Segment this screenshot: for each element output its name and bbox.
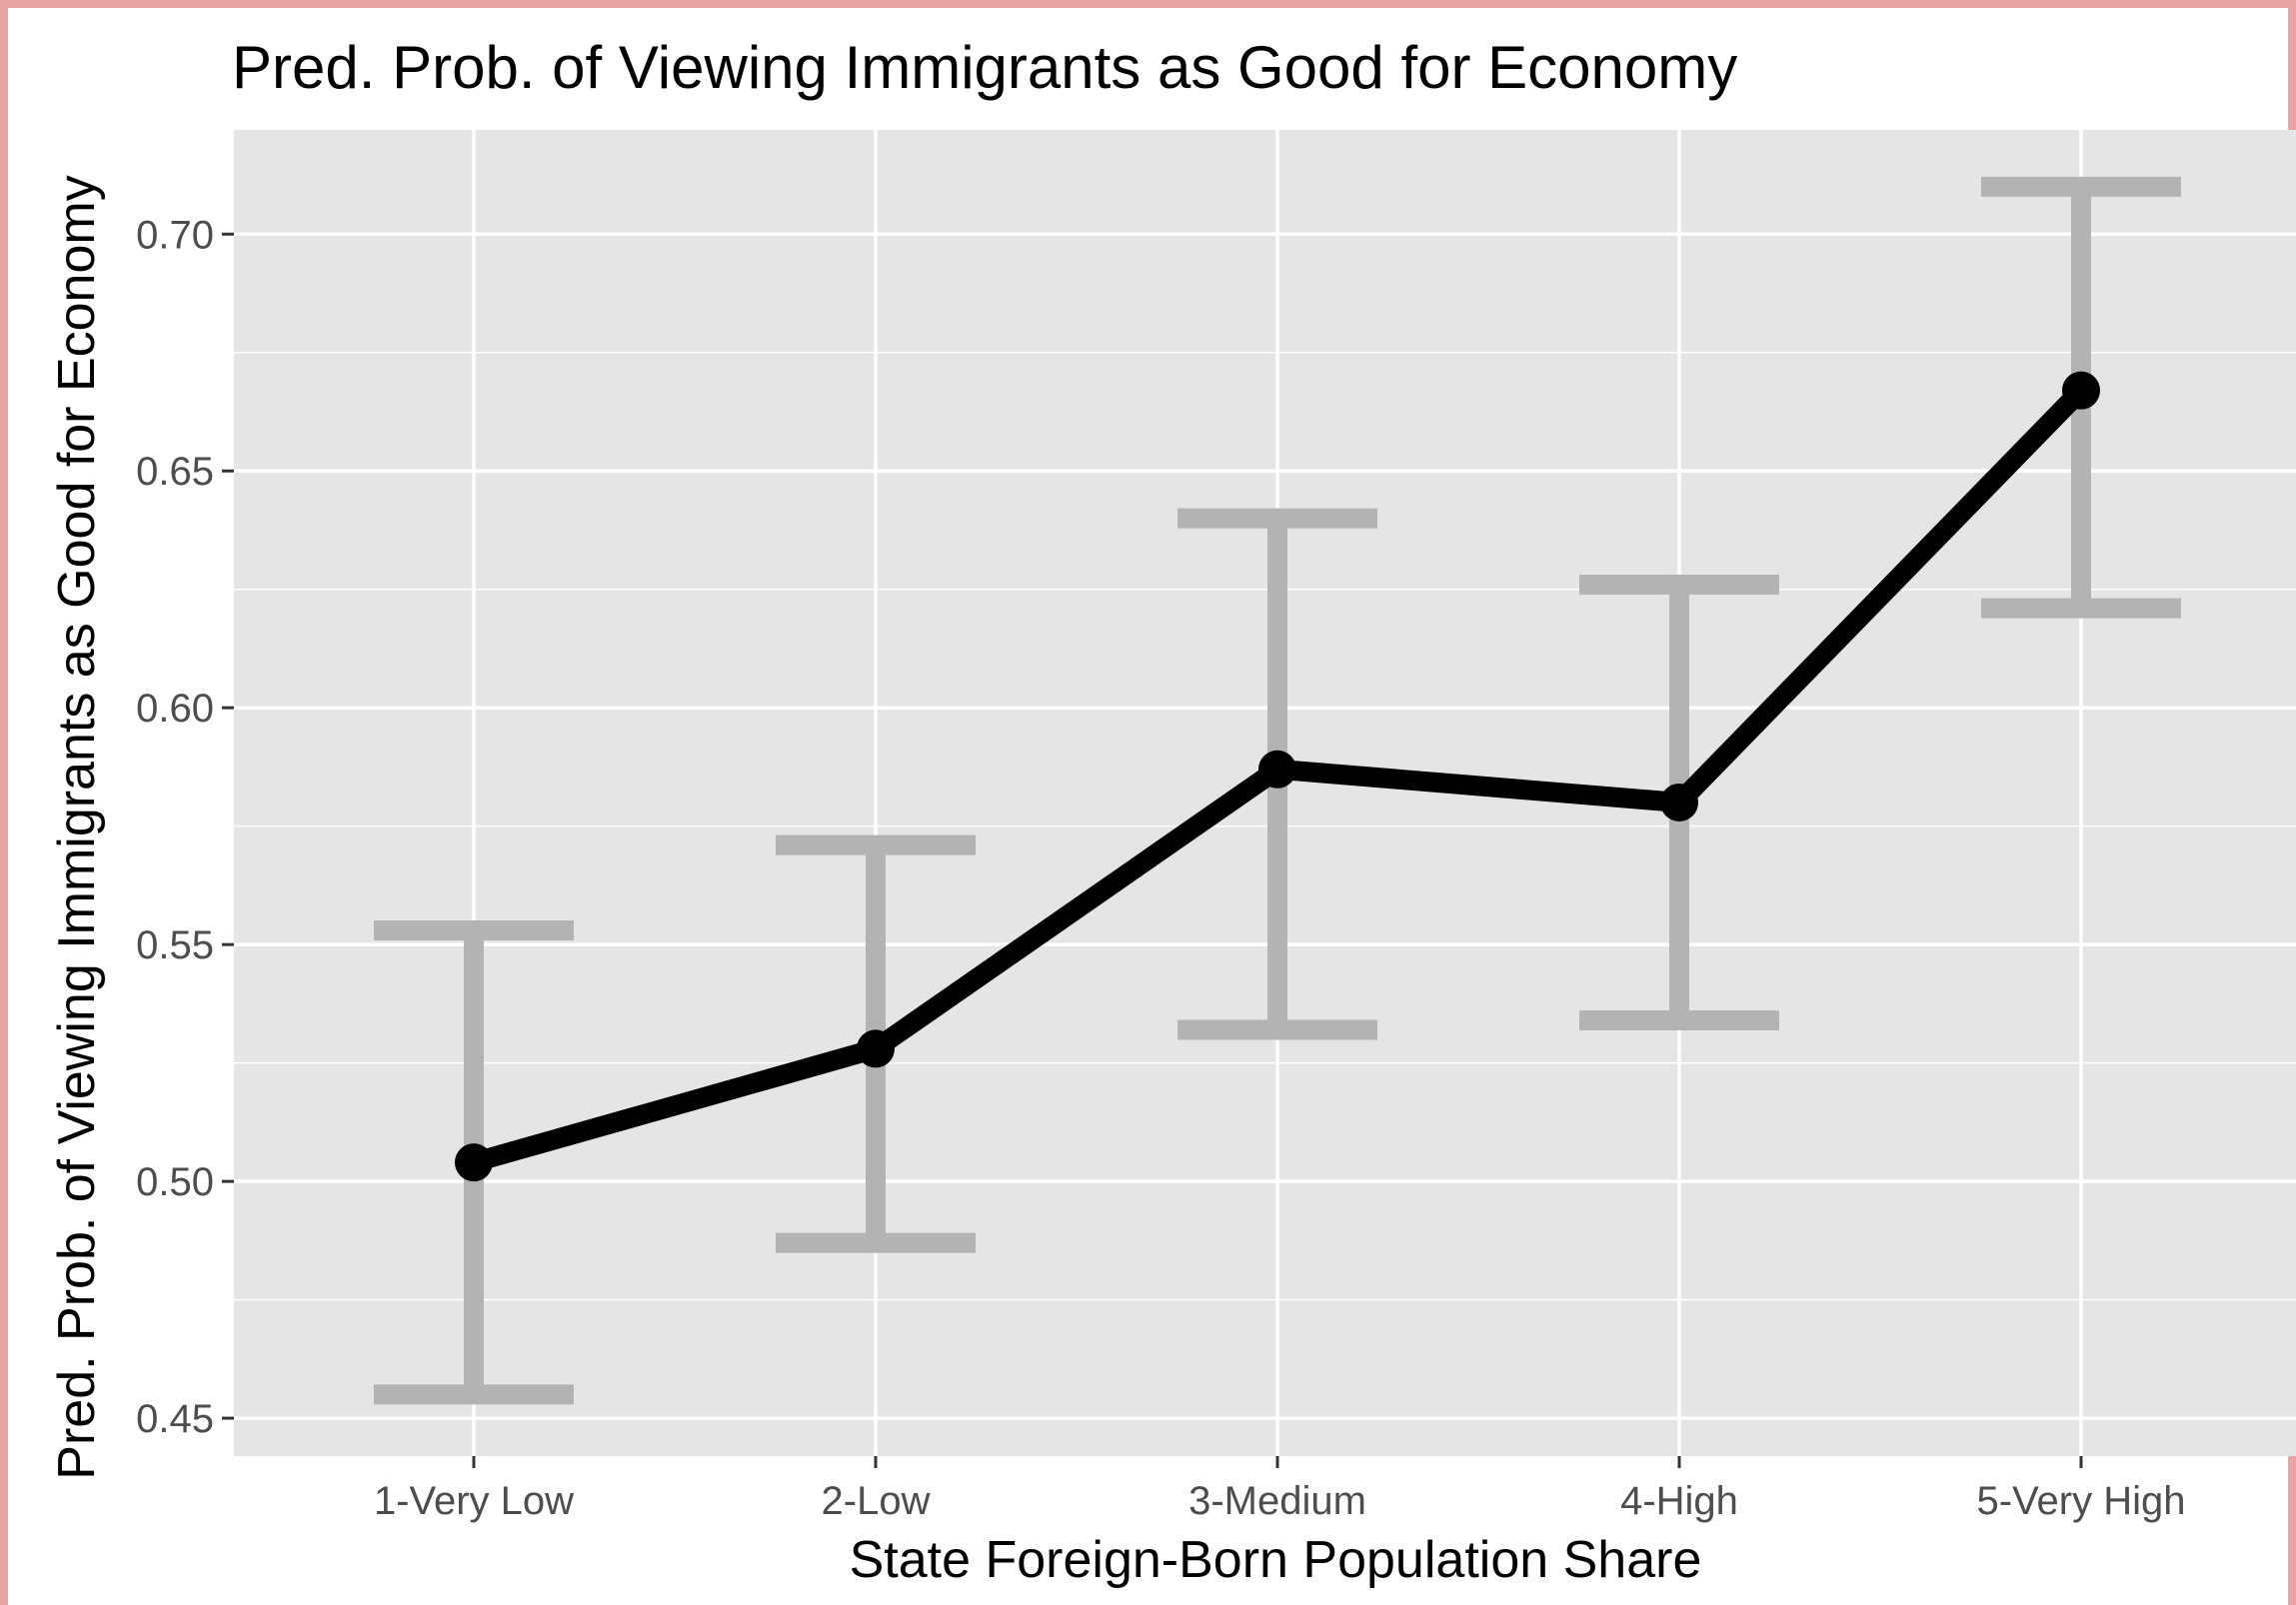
minor-gridlines: [234, 351, 2296, 1301]
x-tick-label: 4-High: [1620, 1479, 1738, 1523]
data-point: [2062, 371, 2100, 410]
y-axis-title: Pred. Prob. of Viewing Immigrants as Goo…: [48, 175, 106, 1479]
x-tick-label: 2-Low: [822, 1479, 931, 1523]
x-axis: 1-Very Low 2-Low 3-Medium 4-High 5-Very High: [374, 1456, 2186, 1523]
y-tick-label: 0.50: [136, 1160, 214, 1204]
x-tick-label: 3-Medium: [1188, 1479, 1366, 1523]
error-bars: [374, 176, 2181, 1405]
data-points: [455, 371, 2100, 1182]
y-axis: 0.45 0.50 0.55 0.60 0.65 0.70: [136, 213, 234, 1441]
y-tick-label: 0.55: [136, 923, 214, 967]
y-tick-label: 0.65: [136, 450, 214, 494]
data-point: [455, 1143, 493, 1182]
y-tick-label: 0.60: [136, 687, 214, 731]
chart-title: Pred. Prob. of Viewing Immigrants as Goo…: [232, 34, 1737, 101]
plot-panel: [234, 130, 2296, 1456]
data-point: [1660, 783, 1698, 821]
y-tick-label: 0.70: [136, 213, 214, 257]
x-tick-label: 1-Very Low: [374, 1479, 574, 1523]
data-point: [857, 1029, 895, 1068]
x-axis-title: State Foreign-Born Population Share: [850, 1531, 1702, 1589]
x-tick-label: 5-Very High: [1977, 1479, 2186, 1523]
data-point: [1258, 750, 1296, 789]
y-tick-label: 0.45: [136, 1397, 214, 1441]
